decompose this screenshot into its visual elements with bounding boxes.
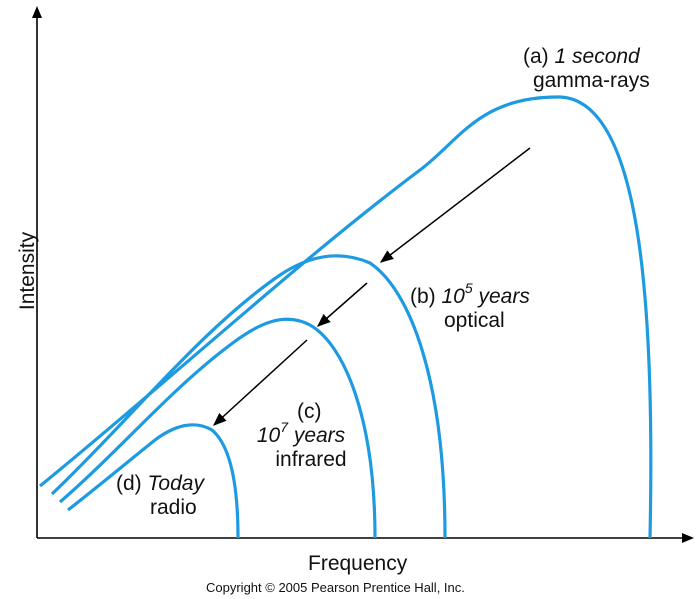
label-b-band: optical [444, 309, 505, 332]
curve-d [67, 423, 240, 539]
label-c-era-exp: 7 [280, 419, 288, 435]
label-curve-c: (c) 107 years infrared [245, 400, 357, 472]
label-c-era-unit: years [287, 424, 346, 447]
arrow-b-to-c [316, 282, 368, 327]
curve-a [38, 95, 653, 539]
label-b-prefix: (b) [410, 285, 442, 308]
label-a-prefix: (a) [523, 45, 555, 68]
label-d-era: Today [147, 472, 204, 495]
label-b-era-exp: 5 [464, 280, 473, 296]
copyright-notice: Copyright © 2005 Pearson Prentice Hall, … [206, 580, 465, 595]
label-a-band: gamma-rays [533, 69, 650, 92]
arrow-c-to-d [213, 339, 308, 426]
x-axis-arrowhead [682, 533, 694, 543]
label-b-era-unit: years [472, 285, 530, 308]
label-curve-b: (b) 105 years optical [410, 281, 530, 333]
label-a-era: 1 second [554, 45, 640, 68]
x-axis-label: Frequency [308, 552, 408, 575]
arrow-a-to-b [379, 147, 531, 263]
label-c-band: infrared [275, 448, 347, 471]
label-b-era-base: 10 [441, 285, 465, 308]
y-axis-label: Intensity [16, 231, 39, 311]
label-c-era-base: 10 [256, 424, 281, 447]
label-curve-a: (a) 1 second gamma-rays [523, 45, 650, 93]
curve-c [58, 317, 377, 539]
label-curve-d: (d) Today radio [116, 472, 204, 520]
label-c-prefix: (c) [297, 400, 322, 423]
curve-b [50, 254, 447, 539]
label-d-prefix: (d) [116, 472, 148, 495]
y-axis-arrowhead [32, 6, 42, 18]
label-d-band: radio [150, 496, 197, 519]
